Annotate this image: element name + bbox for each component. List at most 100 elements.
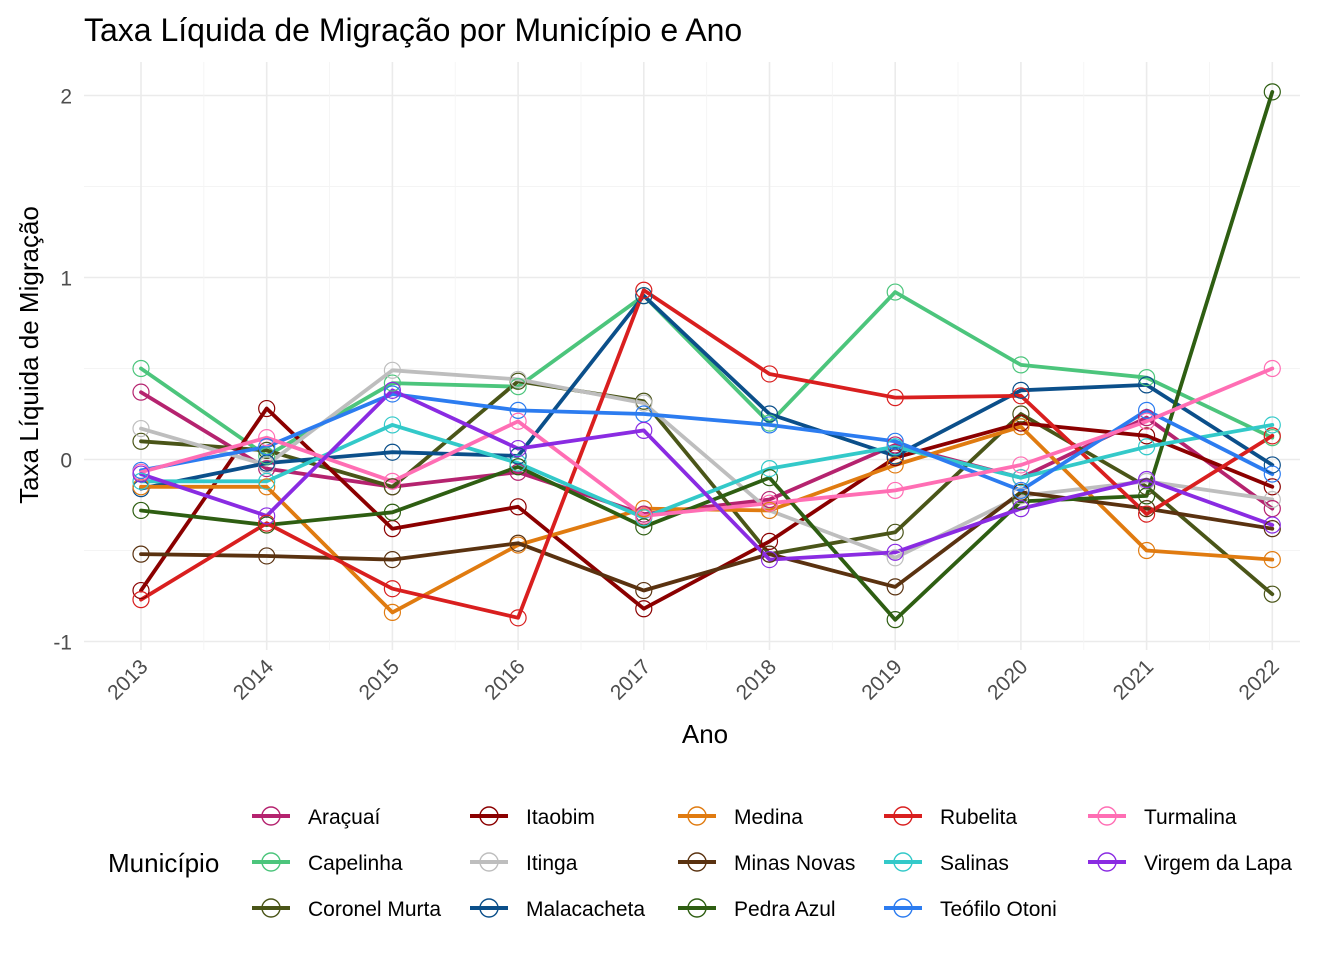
data-point [635, 507, 653, 525]
data-point [383, 503, 401, 521]
data-point [760, 490, 779, 509]
data-point [383, 443, 401, 461]
data-point [886, 523, 904, 541]
data-point [509, 401, 527, 419]
legend-key-point [479, 852, 499, 872]
data-point [132, 501, 150, 520]
x-tick-label: 2014 [229, 655, 279, 705]
data-point [509, 454, 527, 472]
series-line [139, 392, 1275, 493]
data-point [1137, 470, 1156, 489]
data-point [886, 432, 904, 450]
legend-item: Itaobim [470, 806, 595, 829]
data-point [1263, 520, 1281, 538]
data-point [886, 438, 904, 456]
data-point [258, 438, 276, 456]
data-point [1263, 550, 1281, 569]
legend-item: Araçuaí [252, 806, 381, 829]
x-tick-label: 2015 [355, 655, 404, 704]
legend-label: Salinas [940, 852, 1009, 875]
data-point [760, 545, 779, 563]
data-point [635, 421, 653, 439]
data-point [886, 481, 904, 500]
data-point [1012, 414, 1030, 432]
data-point [760, 365, 779, 383]
legend-label: Teófilo Otoni [940, 898, 1057, 921]
data-point [1137, 500, 1156, 518]
legend-label: Virgem da Lapa [1144, 852, 1292, 875]
data-point [760, 469, 779, 487]
data-point [886, 578, 904, 596]
data-point [1137, 412, 1156, 430]
data-point [1012, 356, 1030, 374]
legend-label: Capelinha [308, 852, 403, 875]
data-point [1263, 516, 1281, 534]
legend-key-point [261, 898, 281, 918]
legend-label: Araçuaí [308, 806, 381, 829]
data-point [1012, 418, 1030, 436]
data-point [132, 432, 150, 450]
data-point [1137, 369, 1156, 387]
data-point [1012, 487, 1030, 505]
data-point [132, 472, 150, 490]
data-point [1263, 490, 1281, 509]
y-tick-label: 2 [60, 86, 72, 109]
data-point [1137, 401, 1156, 419]
y-tick-label: 1 [60, 268, 72, 291]
series-points [132, 418, 1281, 621]
data-point [509, 439, 527, 458]
data-point [1263, 359, 1281, 378]
x-tick-label: 2013 [103, 655, 152, 704]
legend-key-point [893, 852, 913, 872]
data-point [132, 581, 150, 600]
data-point [886, 543, 904, 561]
data-point [132, 419, 150, 438]
data-point [509, 412, 527, 430]
data-point [132, 383, 150, 401]
data-point [509, 458, 527, 476]
data-point [509, 534, 527, 552]
data-point [1137, 376, 1156, 394]
legend-item: Coronel Murta [252, 898, 441, 921]
data-point [509, 447, 527, 465]
data-point [760, 405, 779, 423]
data-point [1263, 478, 1281, 496]
series-virgem-da-lapa [139, 388, 1275, 562]
data-point [383, 472, 401, 490]
data-point [258, 447, 276, 465]
data-point [1137, 427, 1156, 445]
series-line [139, 388, 1275, 562]
data-point [1012, 381, 1030, 399]
data-point [1263, 465, 1281, 483]
data-point [509, 370, 527, 389]
data-point [760, 494, 779, 512]
chart-title: Taxa Líquida de Migração por Município e… [84, 12, 742, 48]
data-point [258, 460, 276, 478]
legend-key-point [261, 806, 281, 826]
data-point [258, 441, 276, 459]
data-point [1137, 409, 1156, 427]
y-tick-label: 0 [60, 450, 72, 473]
data-point [886, 549, 904, 567]
series-turmalina [139, 366, 1275, 518]
data-point [1263, 83, 1281, 101]
x-tick-label: 2017 [606, 655, 655, 704]
series-points [132, 385, 1281, 500]
legend: Município Araçuaí Capelinha Coronel Murta I… [108, 806, 1292, 921]
legend-label: Coronel Murta [308, 898, 441, 921]
data-point [258, 514, 276, 532]
grid [84, 62, 1300, 650]
data-point [509, 498, 527, 516]
data-point [1263, 427, 1281, 445]
y-axis-ticks: -1 0 1 2 [53, 86, 72, 655]
legend-item: Pedra Azul [678, 898, 836, 921]
data-point [886, 611, 904, 629]
data-point [1137, 541, 1156, 560]
data-point [886, 389, 904, 407]
legend-item: Medina [678, 806, 803, 829]
data-point [1263, 585, 1281, 603]
data-point [760, 416, 779, 434]
series-rubelita [139, 288, 1275, 620]
data-point [1012, 456, 1030, 474]
legend-label: Minas Novas [734, 852, 855, 875]
